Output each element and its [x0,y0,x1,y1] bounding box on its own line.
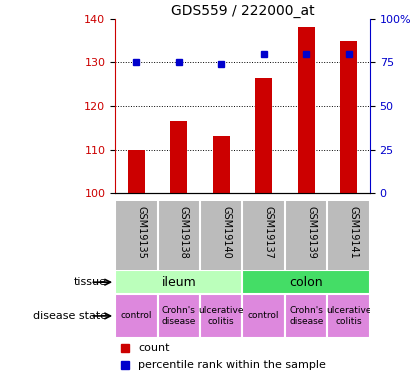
Bar [115,294,157,338]
Text: GSM19135: GSM19135 [136,206,146,259]
Text: count: count [138,343,169,353]
Text: ulcerative
colitis: ulcerative colitis [326,306,372,326]
Text: control: control [248,311,279,320]
Text: ulcerative
colitis: ulcerative colitis [199,306,244,326]
Text: ileum: ileum [162,276,196,289]
Text: percentile rank within the sample: percentile rank within the sample [138,360,326,369]
Text: colon: colon [289,276,323,289]
Text: Crohn's
disease: Crohn's disease [289,306,323,326]
Bar [115,270,242,294]
Text: Crohn's
disease: Crohn's disease [162,306,196,326]
Bar [242,270,370,294]
Bar [328,294,370,338]
Bar [213,136,230,193]
Text: GSM19139: GSM19139 [306,206,316,259]
Bar [340,40,357,193]
Text: disease state: disease state [33,311,107,321]
Text: GSM19137: GSM19137 [264,206,274,259]
Bar [200,294,242,338]
Title: GDS559 / 222000_at: GDS559 / 222000_at [171,4,314,18]
Bar [298,27,315,193]
Text: control: control [120,311,152,320]
Bar [242,294,285,338]
Bar [157,294,200,338]
Bar [170,121,187,193]
Bar [128,150,145,193]
Text: GSM19138: GSM19138 [179,206,189,259]
Text: GSM19141: GSM19141 [349,206,359,259]
Bar [255,78,272,193]
Text: tissue: tissue [74,277,107,287]
Bar [285,294,328,338]
Text: GSM19140: GSM19140 [221,206,231,259]
